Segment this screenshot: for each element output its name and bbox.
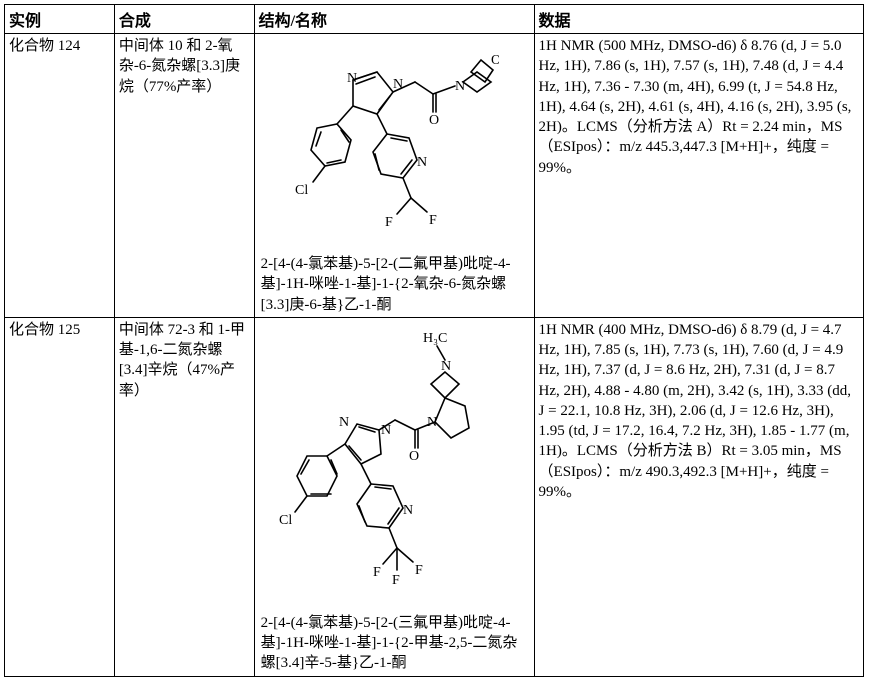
svg-text:N: N xyxy=(347,71,357,86)
structure-diagram-125: H₃C N N O xyxy=(259,326,499,606)
svg-text:N: N xyxy=(381,423,391,438)
data-cell: 1H NMR (400 MHz, DMSO-d6) δ 8.79 (d, J =… xyxy=(534,317,863,676)
structure-cell: N N O N O xyxy=(254,34,534,318)
svg-text:O: O xyxy=(409,449,419,464)
structure-name: 2-[4-(4-氯苯基)-5-[2-(三氟甲基)吡啶-4-基]-1H-咪唑-1-… xyxy=(259,613,530,674)
structure-cell: H₃C N N O xyxy=(254,317,534,676)
svg-text:Cl: Cl xyxy=(279,513,292,528)
example-cell: 化合物 124 xyxy=(5,34,115,318)
data-cell: 1H NMR (500 MHz, DMSO-d6) δ 8.76 (d, J =… xyxy=(534,34,863,318)
synthesis-cell: 中间体 72-3 和 1-甲基-1,6-二氮杂螺[3.4]辛烷（47%产率） xyxy=(114,317,254,676)
svg-text:F: F xyxy=(392,573,400,588)
svg-text:F: F xyxy=(429,213,437,228)
table-row: 化合物 125 中间体 72-3 和 1-甲基-1,6-二氮杂螺[3.4]辛烷（… xyxy=(5,317,864,676)
svg-text:F: F xyxy=(415,563,423,578)
svg-text:N: N xyxy=(417,155,427,170)
header-structure: 结构/名称 xyxy=(254,5,534,34)
svg-text:N: N xyxy=(441,359,451,374)
structure-name: 2-[4-(4-氯苯基)-5-[2-(二氟甲基)吡啶-4-基]-1H-咪唑-1-… xyxy=(259,254,530,315)
svg-text:F: F xyxy=(385,215,393,230)
svg-text:H₃C: H₃C xyxy=(423,331,447,346)
svg-text:Cl: Cl xyxy=(295,183,308,198)
header-data: 数据 xyxy=(534,5,863,34)
table-row: 化合物 124 中间体 10 和 2-氧杂-6-氮杂螺[3.3]庚烷（77%产率… xyxy=(5,34,864,318)
svg-text:N: N xyxy=(339,415,349,430)
header-row: 实例 合成 结构/名称 数据 xyxy=(5,5,864,34)
svg-text:F: F xyxy=(373,565,381,580)
header-synthesis: 合成 xyxy=(114,5,254,34)
svg-text:O: O xyxy=(429,113,439,128)
header-example: 实例 xyxy=(5,5,115,34)
synthesis-cell: 中间体 10 和 2-氧杂-6-氮杂螺[3.3]庚烷（77%产率） xyxy=(114,34,254,318)
example-cell: 化合物 125 xyxy=(5,317,115,676)
compound-table: 实例 合成 结构/名称 数据 化合物 124 中间体 10 和 2-氧杂-6-氮… xyxy=(4,4,864,677)
svg-text:N: N xyxy=(403,503,413,518)
structure-diagram-124: N N O N O xyxy=(259,42,499,247)
svg-text:O: O xyxy=(491,53,499,68)
